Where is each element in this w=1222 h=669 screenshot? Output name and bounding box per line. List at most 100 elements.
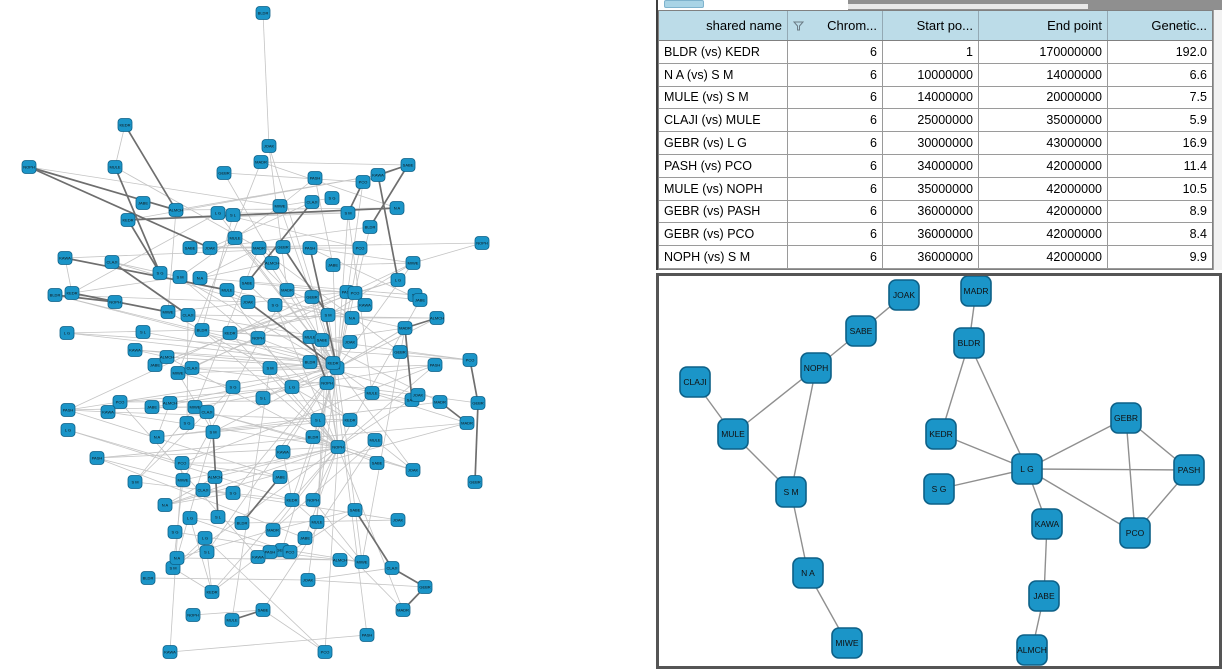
cell-shared-name[interactable]: GEBR (vs) L G [659,132,788,154]
overview-edge[interactable] [262,609,326,653]
cell-value[interactable]: 6 [788,86,883,109]
overview-edge[interactable] [154,291,348,366]
overview-edge[interactable] [337,446,404,611]
overview-node[interactable]: PCO [174,456,190,470]
overview-node[interactable]: S L [310,413,326,427]
overview-node[interactable]: S M [340,206,356,220]
overview-edge[interactable] [262,12,270,147]
cell-value[interactable]: 14000000 [979,63,1108,86]
overview-node[interactable]: PCO [112,395,128,409]
cell-value[interactable]: 6.6 [1189,67,1207,82]
overview-edge[interactable] [211,446,339,593]
overview-node[interactable]: PASH [359,628,375,642]
overview-edge[interactable] [307,579,426,588]
cell-value[interactable]: 42000000 [979,223,1108,246]
overview-node[interactable]: CLAJI [384,561,400,575]
overview-node[interactable]: KEDR [117,118,133,132]
overview-edge-strong[interactable] [309,336,328,384]
overview-node[interactable]: MIWE [354,555,370,569]
overview-node[interactable]: N A [169,551,185,565]
overview-node[interactable]: JABE [412,293,428,307]
overview-node[interactable]: KEDR [204,585,220,599]
overview-edge[interactable] [289,509,356,553]
table-row[interactable]: BLDR (vs) KEDR 6 1 170000000 192.0 [659,41,1212,64]
overview-node[interactable]: S G [152,266,168,280]
filter-funnel-icon[interactable] [793,21,804,31]
cell-value[interactable]: 6 [788,154,883,177]
overview-edge[interactable] [214,446,339,478]
overview-edge[interactable] [107,411,339,448]
overview-node[interactable]: S M [172,270,188,284]
overview-edge[interactable] [209,201,313,249]
cell-value[interactable]: 6 [788,223,883,246]
cell-shared-name[interactable]: NOPH (vs) S M [659,246,788,268]
overview-node[interactable]: KAWA [100,405,116,419]
overview-edge-strong[interactable] [241,476,281,524]
detail-edge-L G-PASH[interactable] [1026,468,1190,471]
overview-node[interactable]: S G [324,191,340,205]
overview-node[interactable]: PASH [60,403,76,417]
overview-node[interactable]: JOAK [405,463,421,477]
cell-shared-name[interactable]: N A (vs) S M [659,63,788,86]
detail-node-gebr[interactable]: GEBR [1110,402,1142,434]
overview-node[interactable]: NOPH [330,440,346,454]
overview-edge[interactable] [66,332,334,364]
detail-node-kawa[interactable]: KAWA [1031,508,1063,540]
column-header-chrom[interactable]: Chrom... [788,11,883,40]
overview-node[interactable]: SABE [239,276,255,290]
detail-edge-NOPH-S M[interactable] [790,367,817,493]
overview-node[interactable]: SABE [314,333,330,347]
overview-edge[interactable] [232,367,338,494]
cell-value[interactable]: 42000000 [979,177,1108,200]
overview-edge-strong[interactable] [28,166,211,249]
cell-value[interactable]: 10.5 [1182,181,1207,196]
detail-node-jabe[interactable]: JABE [1028,580,1060,612]
overview-node[interactable]: MADR [432,395,448,409]
overview-node[interactable]: GEBR [304,290,320,304]
table-row[interactable]: MULE (vs) NOPH 6 35000000 42000000 10.5 [659,177,1212,201]
overview-edge-strong[interactable] [377,174,399,281]
overview-node[interactable]: MULE [367,433,383,447]
overview-node[interactable]: GEBR [216,166,232,180]
overview-edge[interactable] [28,166,281,207]
overview-edge[interactable] [182,446,339,481]
overview-node[interactable]: L G [390,273,406,287]
column-header-genetic[interactable]: Genetic... [1108,11,1212,40]
overview-node[interactable]: S G [167,525,183,539]
table-row[interactable]: GEBR (vs) L G 6 30000000 43000000 16.9 [659,132,1212,155]
overview-edge[interactable] [164,492,234,506]
overview-node[interactable]: ALMCH [162,396,178,410]
overview-node[interactable]: KAWA [127,343,143,357]
cell-value[interactable]: 30000000 [883,132,979,154]
overview-edge[interactable] [167,209,177,313]
overview-node[interactable]: KAWA [250,550,266,564]
overview-node[interactable]: NOPH [185,608,201,622]
table-tab-chip[interactable] [664,0,704,8]
overview-node[interactable]: KEDR [284,493,300,507]
overview-edge-strong[interactable] [127,219,161,274]
cell-value[interactable]: 6 [788,109,883,132]
detail-node-bldr[interactable]: BLDR [953,327,985,359]
overview-node[interactable]: MULE [227,231,243,245]
overview-edge[interactable] [223,172,364,183]
overview-edge-strong[interactable] [282,246,329,316]
overview-node[interactable]: L G [210,206,226,220]
table-row[interactable]: GEBR (vs) PCO 6 36000000 42000000 8.4 [659,223,1212,247]
overview-edge[interactable] [231,367,271,621]
overview-edge-strong[interactable] [111,261,189,316]
overview-node[interactable]: MADR [397,321,413,335]
overview-edge-strong[interactable] [469,359,479,404]
overview-node[interactable]: S M [205,425,221,439]
overview-node[interactable]: S L [199,545,215,559]
table-row[interactable]: CLAJI (vs) MULE 6 25000000 35000000 5.9 [659,109,1212,133]
overview-edge[interactable] [258,247,401,353]
detail-edge-L G-PCO[interactable] [1026,468,1136,534]
overview-node[interactable]: KEDR [64,286,80,300]
overview-edge-strong[interactable] [354,509,393,569]
overview-node[interactable]: NOPH [107,295,123,309]
cell-value[interactable]: 6 [788,63,883,86]
overview-node[interactable]: MULE [309,515,325,529]
cell-value[interactable]: 25000000 [883,109,979,132]
cell-value[interactable]: 11.4 [1183,158,1207,173]
overview-edge[interactable] [309,247,421,301]
